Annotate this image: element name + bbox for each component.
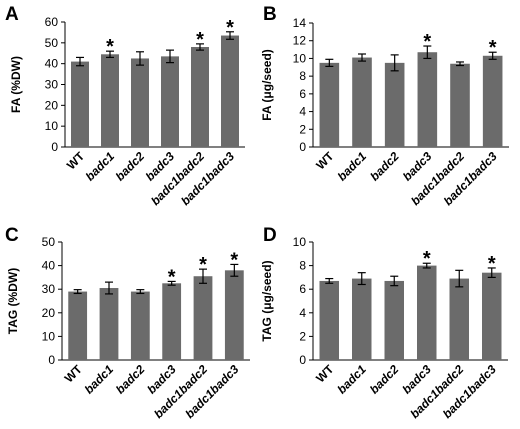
significance-star: * xyxy=(489,37,497,59)
significance-star: * xyxy=(488,253,496,275)
y-tick-label: 40 xyxy=(42,259,56,273)
bar-WT xyxy=(319,62,340,147)
y-tick-label: 8 xyxy=(299,69,306,83)
y-axis-label: TAG (%DW) xyxy=(6,268,20,334)
y-tick-label: 10 xyxy=(42,329,56,343)
category-label-badc1: badc1 xyxy=(83,149,118,184)
bar-badc1 xyxy=(101,54,119,147)
bar-badc1badc3 xyxy=(482,55,503,148)
category-label-badc2: badc2 xyxy=(113,149,148,184)
y-axis-label: FA (%DW) xyxy=(9,56,23,113)
bar-badc3 xyxy=(161,56,179,147)
category-label-WT: WT xyxy=(62,362,86,386)
significance-star: * xyxy=(106,36,114,58)
significance-star: * xyxy=(196,29,204,51)
panel-b: BFA (μg/seed)02468101214WTbadc1badc2*bad… xyxy=(260,4,509,208)
panel-letter: B xyxy=(263,4,277,25)
bar-badc3 xyxy=(417,52,438,147)
category-label-WT: WT xyxy=(64,149,88,173)
y-axis-label: TAG (μg/seed) xyxy=(260,260,274,341)
category-label-badc2: badc2 xyxy=(367,149,402,184)
y-tick-label: 8 xyxy=(299,259,306,273)
y-tick-label: 0 xyxy=(299,140,306,154)
panel-a: AFA (%DW)0102030405060WT*badc1badc2badc3… xyxy=(5,4,245,208)
y-tick-label: 0 xyxy=(299,353,306,367)
category-label-badc2: badc2 xyxy=(367,362,402,397)
bar-badc2 xyxy=(131,58,149,148)
bar-WT xyxy=(71,61,89,148)
y-tick-label: 30 xyxy=(45,78,59,92)
y-tick-label: 50 xyxy=(45,36,59,50)
category-label-badc1: badc1 xyxy=(334,362,369,397)
y-tick-label: 12 xyxy=(293,34,307,48)
significance-star: * xyxy=(168,266,176,288)
bar-badc1badc2 xyxy=(193,276,213,360)
y-tick-label: 0 xyxy=(51,140,58,154)
y-tick-label: 20 xyxy=(42,306,56,320)
y-tick-label: 40 xyxy=(45,57,59,71)
bar-badc1 xyxy=(352,278,372,360)
y-tick-label: 2 xyxy=(299,329,306,343)
significance-star: * xyxy=(226,17,234,39)
bar-badc3 xyxy=(162,283,182,360)
y-tick-label: 50 xyxy=(42,235,56,249)
bar-badc2 xyxy=(384,62,405,147)
y-tick-label: 10 xyxy=(293,51,307,65)
y-tick-label: 0 xyxy=(48,353,55,367)
y-tick-label: 6 xyxy=(299,282,306,296)
significance-star: * xyxy=(230,249,238,271)
bar-badc1badc3 xyxy=(221,35,239,147)
bar-badc1badc3 xyxy=(224,270,244,360)
y-tick-label: 20 xyxy=(45,98,59,112)
bar-badc1 xyxy=(352,57,372,147)
y-tick-label: 6 xyxy=(299,87,306,101)
bar-badc1badc2 xyxy=(191,47,209,147)
y-tick-label: 30 xyxy=(42,282,56,296)
bar-badc3 xyxy=(417,265,437,360)
category-label-WT: WT xyxy=(313,149,337,173)
category-label-badc2: badc2 xyxy=(113,362,148,397)
bar-badc1badc2 xyxy=(449,278,469,360)
y-tick-label: 60 xyxy=(45,15,59,29)
significance-star: * xyxy=(199,254,207,276)
y-tick-label: 2 xyxy=(299,122,306,136)
panel-letter: C xyxy=(5,225,19,246)
bar-WT xyxy=(319,280,339,360)
significance-star: * xyxy=(423,31,431,53)
category-label-WT: WT xyxy=(313,362,337,386)
y-axis-label: FA (μg/seed) xyxy=(260,49,274,121)
category-label-badc1: badc1 xyxy=(335,149,370,184)
panel-letter: D xyxy=(263,225,277,246)
bar-badc2 xyxy=(130,291,150,360)
bar-badc2 xyxy=(384,280,404,360)
panel-letter: A xyxy=(5,4,19,25)
significance-star: * xyxy=(423,248,431,270)
bar-badc1badc2 xyxy=(450,63,470,147)
y-tick-label: 10 xyxy=(293,235,307,249)
bar-badc1 xyxy=(99,288,119,360)
y-tick-label: 10 xyxy=(45,119,59,133)
y-tick-label: 4 xyxy=(299,306,306,320)
y-tick-label: 14 xyxy=(293,16,307,30)
category-label-badc1: badc1 xyxy=(82,362,117,397)
bar-badc1badc3 xyxy=(482,272,502,360)
bar-WT xyxy=(68,291,88,360)
y-tick-label: 4 xyxy=(299,105,306,119)
